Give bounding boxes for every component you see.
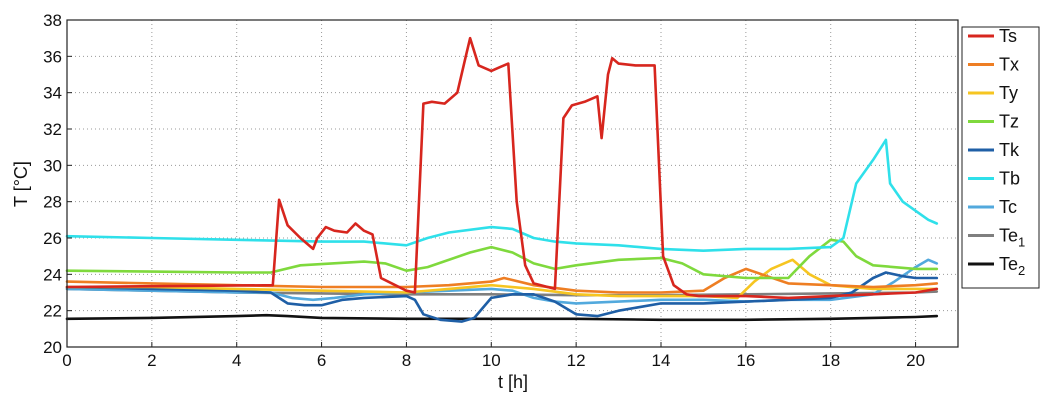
x-tick-label: 2 <box>147 351 156 370</box>
legend-label-subscript: 2 <box>1018 263 1025 278</box>
series-line-tx <box>65 267 939 294</box>
x-tick-label: 20 <box>906 351 925 370</box>
legend-label-mid: e <box>1008 226 1018 246</box>
y-tick-label: 36 <box>43 47 62 66</box>
legend-label-subscript: 1 <box>1018 235 1025 250</box>
y-axis-ticks: 20 22 24 26 28 30 32 34 36 38 <box>43 11 72 357</box>
legend-label-ty: Ty <box>999 83 1018 103</box>
x-axis-ticks: 0 2 4 6 8 10 12 14 16 18 20 <box>62 342 925 370</box>
legend-label-base: T <box>999 83 1010 103</box>
legend-label-mid: e <box>1008 254 1018 274</box>
y-axis-label: T [°C] <box>11 161 31 207</box>
y-tick-label: 22 <box>43 302 62 321</box>
x-tick-label: 18 <box>821 351 840 370</box>
y-tick-label: 24 <box>43 265 62 284</box>
legend-label-base: T <box>999 112 1010 132</box>
legend-label-tz: Tz <box>999 112 1019 132</box>
legend-label-tc: Tc <box>999 197 1017 217</box>
x-tick-label: 16 <box>736 351 755 370</box>
x-tick-label: 12 <box>567 351 586 370</box>
legend-label-base: T <box>999 197 1010 217</box>
legend-label-base: T <box>999 55 1010 75</box>
legend-label-base: T <box>999 254 1010 274</box>
legend-label-te2: Te2 <box>999 254 1025 278</box>
legend-label-base: T <box>999 26 1010 46</box>
y-tick-label: 26 <box>43 229 62 248</box>
series-line-ts <box>65 36 939 300</box>
legend-label-suffix: k <box>1010 140 1020 160</box>
legend-label-tk: Tk <box>999 140 1020 160</box>
y-tick-label: 20 <box>43 338 62 357</box>
legend-label-tb: Tb <box>999 169 1020 189</box>
legend-label-ts: Ts <box>999 26 1017 46</box>
series-line-te2 <box>65 313 939 322</box>
legend-label-base: T <box>999 169 1010 189</box>
legend-label-te1: Te1 <box>999 226 1025 250</box>
series-line-ty <box>65 258 939 300</box>
series-line-tz <box>65 238 939 280</box>
y-tick-label: 32 <box>43 120 62 139</box>
x-tick-label: 0 <box>62 351 71 370</box>
legend-label-suffix: x <box>1010 55 1019 75</box>
legend-box <box>961 26 1040 289</box>
x-axis-label: t [h] <box>498 372 528 392</box>
legend-label-suffix: y <box>1009 83 1018 103</box>
x-tick-label: 6 <box>317 351 326 370</box>
legend-label-tx: Tx <box>999 55 1019 75</box>
legend-label-base: T <box>999 140 1010 160</box>
y-tick-label: 38 <box>43 11 62 30</box>
legend-label-base: T <box>999 226 1010 246</box>
x-tick-label: 4 <box>232 351 241 370</box>
y-tick-label: 30 <box>43 156 62 175</box>
legend-label-suffix: s <box>1008 26 1017 46</box>
x-tick-label: 14 <box>652 351 671 370</box>
x-tick-label: 10 <box>482 351 501 370</box>
series-line-tb <box>65 138 939 252</box>
plot-frame <box>66 19 959 348</box>
y-tick-label: 28 <box>43 193 62 212</box>
series-lines <box>65 36 939 323</box>
legend-label-suffix: z <box>1010 112 1019 132</box>
legend-label-suffix: c <box>1008 197 1017 217</box>
y-tick-label: 34 <box>43 84 62 103</box>
x-tick-label: 8 <box>402 351 411 370</box>
legend-label-suffix: b <box>1010 169 1020 189</box>
